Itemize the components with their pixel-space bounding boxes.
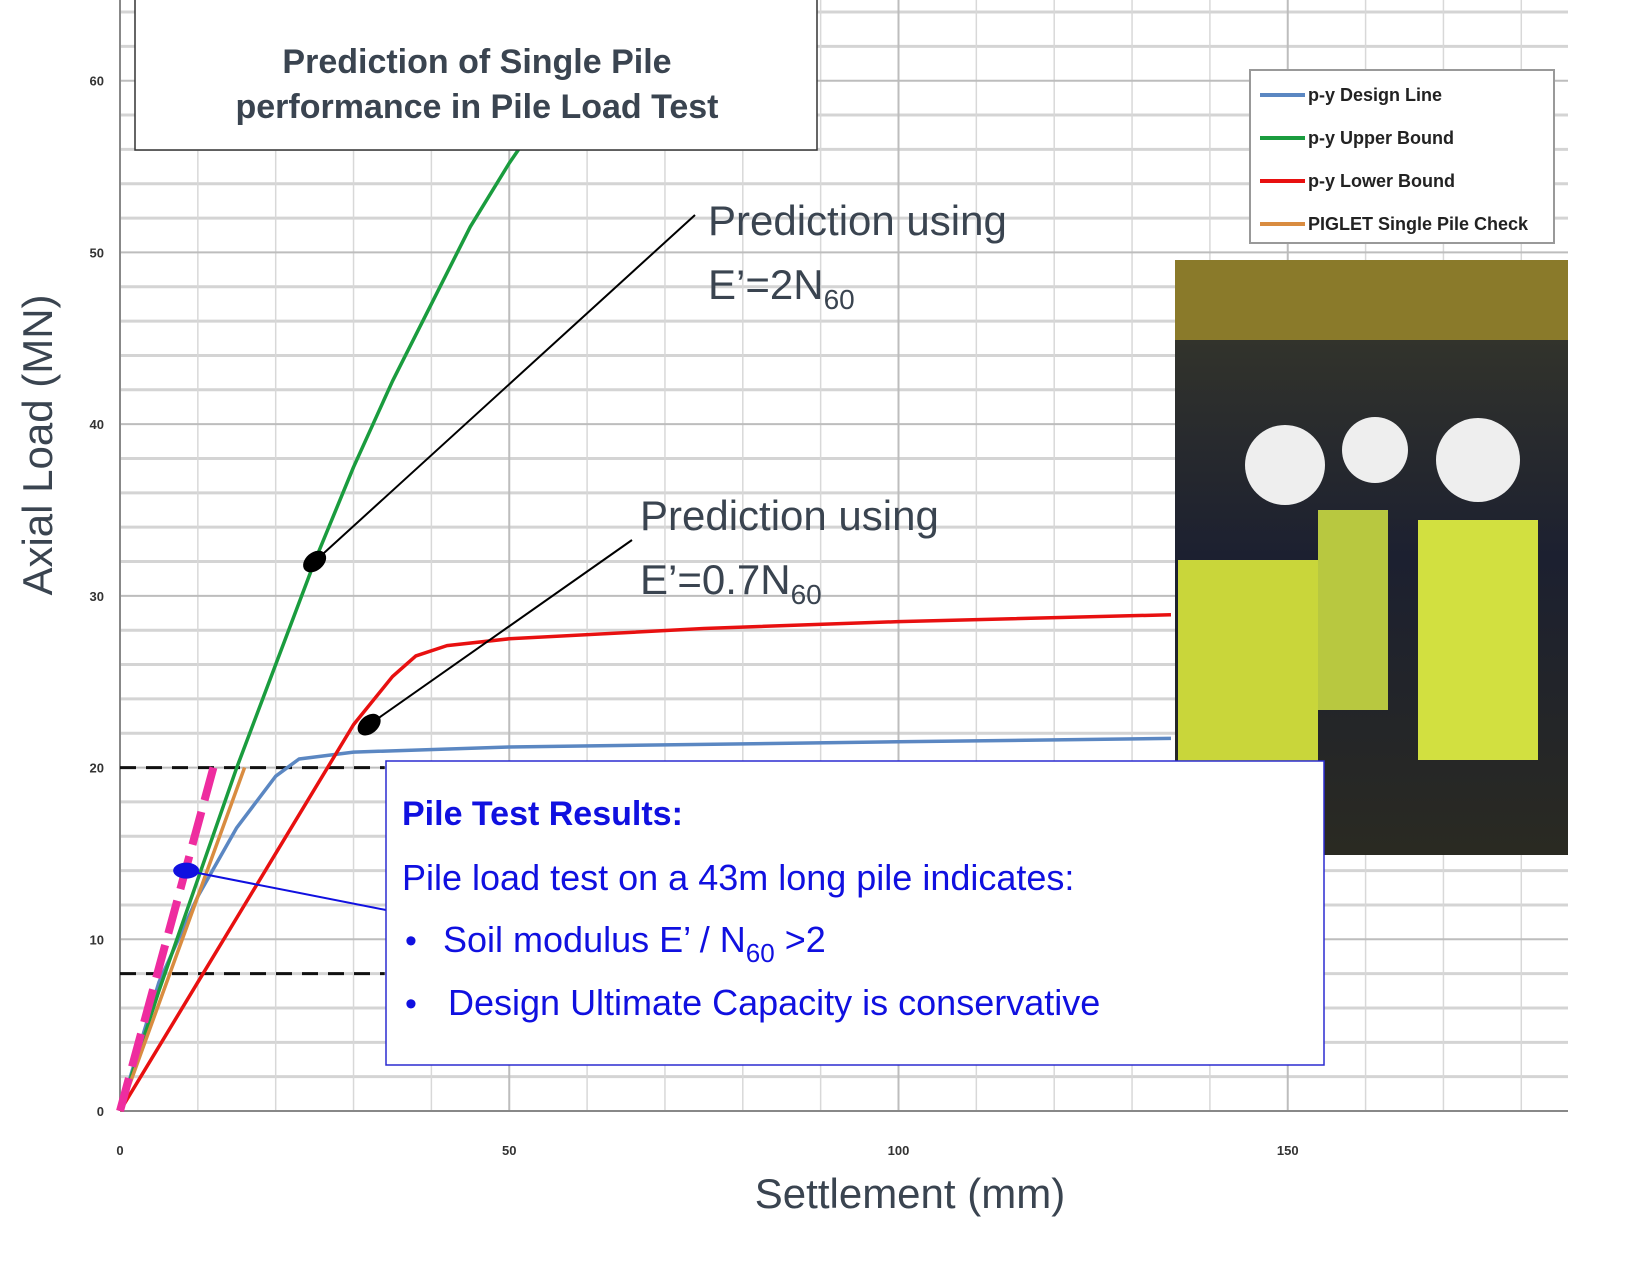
- bullet: •: [405, 922, 417, 960]
- test-point-marker: [173, 863, 199, 879]
- annotation-marker: [353, 709, 384, 740]
- y-tick-label: 50: [90, 245, 104, 260]
- formula-text: E’=0.7N: [640, 556, 791, 603]
- annotation-formula: E’=2N60: [708, 261, 855, 315]
- y-tick-label: 0: [97, 1104, 104, 1119]
- bullet: •: [405, 985, 417, 1023]
- results-heading: Pile Test Results:: [402, 795, 683, 833]
- formula-text: E’=2N: [708, 261, 824, 308]
- formula-subscript: 60: [791, 579, 822, 610]
- y-axis-title: Axial Load (MN): [14, 294, 61, 595]
- formula-subscript: 60: [824, 284, 855, 315]
- y-tick-label: 30: [90, 589, 104, 604]
- chart-title: performance in Pile Load Test: [235, 88, 718, 126]
- leader-line: [315, 215, 695, 562]
- legend: p-y Design Line p-y Upper Bound p-y Lower …: [1250, 70, 1554, 243]
- y-tick-label: 10: [90, 932, 104, 947]
- results-bullet: Design Ultimate Capacity is conservative: [448, 982, 1100, 1023]
- y-tick-label: 60: [90, 74, 104, 89]
- y-tick-label: 40: [90, 417, 104, 432]
- chart-title: Prediction of Single Pile: [282, 43, 671, 81]
- legend-label: p-y Upper Bound: [1308, 128, 1454, 148]
- annotation-formula: E’=0.7N60: [640, 556, 822, 610]
- legend-label: p-y Lower Bound: [1308, 171, 1455, 191]
- bullet-tail: >2: [775, 919, 826, 960]
- photo-helmet: [1245, 425, 1325, 505]
- results-intro: Pile load test on a 43m long pile indica…: [402, 857, 1074, 898]
- x-tick-label: 50: [502, 1143, 516, 1158]
- x-tick-label: 100: [888, 1143, 910, 1158]
- photo-beam: [1175, 260, 1568, 340]
- photo-helmet: [1342, 417, 1408, 483]
- x-axis-title: Settlement (mm): [755, 1170, 1065, 1217]
- annotation-text: Prediction using: [708, 197, 1007, 244]
- photo-vest: [1178, 560, 1318, 780]
- legend-label: p-y Design Line: [1308, 85, 1442, 105]
- photo-vest: [1318, 510, 1388, 710]
- annotation-text: Prediction using: [640, 492, 939, 539]
- photo-vest: [1418, 520, 1538, 760]
- legend-label: PIGLET Single Pile Check: [1308, 214, 1529, 234]
- photo-helmet: [1436, 418, 1520, 502]
- y-tick-label: 20: [90, 761, 104, 776]
- leader-line: [369, 540, 632, 725]
- chart: 0 10 20 30 40 50 60 0 50 100 150 Settlement (mm) Axi…: [0, 0, 1632, 1268]
- bullet-subscript: 60: [746, 938, 775, 968]
- x-tick-label: 150: [1277, 1143, 1299, 1158]
- bullet-text: Soil modulus E’ / N: [443, 919, 746, 960]
- x-tick-label: 0: [116, 1143, 123, 1158]
